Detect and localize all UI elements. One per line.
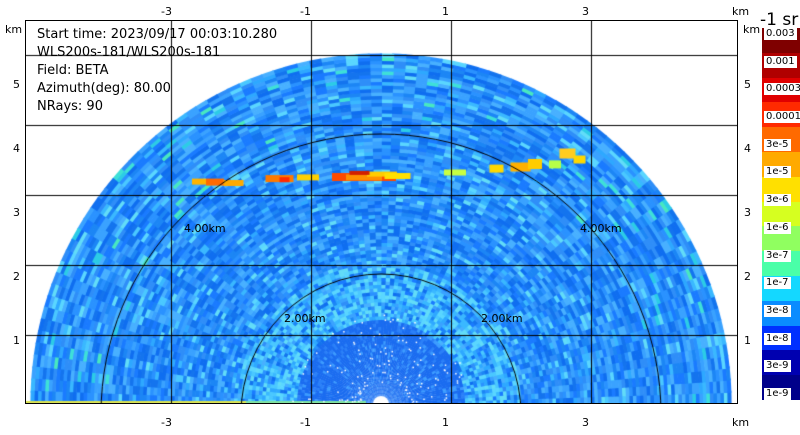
colorbar-label: 1e-5 bbox=[764, 166, 791, 179]
colorbar-label: 3e-9 bbox=[764, 360, 791, 373]
y-unit-right: km bbox=[743, 23, 761, 36]
colorbar-label: 1e-9 bbox=[764, 388, 791, 400]
x-unit-top: km bbox=[732, 5, 750, 18]
x-unit-bottom: km bbox=[732, 416, 750, 429]
rhi-plot-area bbox=[25, 20, 738, 404]
x-tick-bottom-2: -1 bbox=[300, 416, 311, 429]
colorbar-label: 1e-6 bbox=[764, 221, 791, 234]
colorbar: 0.003 0.001 0.0003 0.0001 3e-5 1e-5 3e-6 1e-6 3e… bbox=[762, 28, 800, 400]
x-tick-bottom-1: -3 bbox=[161, 416, 172, 429]
x-tick-top-1: -3 bbox=[161, 5, 172, 18]
start-time-text: Start time: 2023/09/17 00:03:10.280 bbox=[37, 27, 278, 42]
colorbar-label: 0.0001 bbox=[764, 111, 800, 124]
field-text: Field: BETA bbox=[37, 63, 109, 78]
y-tick-right-3: 3 bbox=[744, 206, 751, 219]
y-tick-left-1: 1 bbox=[13, 334, 20, 347]
y-tick-right-1: 1 bbox=[744, 334, 751, 347]
range-ring-label-inner-right: 2.00km bbox=[481, 312, 523, 325]
range-ring-label-outer-left: 4.00km bbox=[184, 222, 226, 235]
instrument-text: WLS200s-181/WLS200s-181 bbox=[37, 45, 221, 60]
nrays-text: NRays: 90 bbox=[37, 99, 103, 114]
azimuth-text: Azimuth(deg): 80.00 bbox=[37, 81, 171, 96]
colorbar-label: 0.0003 bbox=[764, 83, 800, 96]
radar-scan-canvas bbox=[26, 21, 737, 403]
y-tick-left-4: 4 bbox=[13, 142, 20, 155]
colorbar-label: 3e-8 bbox=[764, 304, 791, 317]
x-tick-bottom-3: 1 bbox=[442, 416, 449, 429]
y-tick-right-2: 2 bbox=[744, 270, 751, 283]
y-tick-right-5: 5 bbox=[744, 78, 751, 91]
x-tick-bottom-4: 3 bbox=[582, 416, 589, 429]
y-tick-left-2: 2 bbox=[13, 270, 20, 283]
y-unit-left: km bbox=[5, 23, 23, 36]
range-ring-label-inner-left: 2.00km bbox=[284, 312, 326, 325]
colorbar-label: 0.003 bbox=[764, 28, 797, 40]
y-tick-left-5: 5 bbox=[13, 78, 20, 91]
colorbar-unit-title: -1 sr bbox=[760, 10, 799, 30]
y-tick-right-4: 4 bbox=[744, 142, 751, 155]
colorbar-label: 3e-5 bbox=[764, 138, 791, 151]
range-ring-label-outer-right: 4.00km bbox=[580, 222, 622, 235]
x-tick-top-4: 3 bbox=[582, 5, 589, 18]
scan-info-panel: Start time: 2023/09/17 00:03:10.280 WLS2… bbox=[37, 26, 277, 116]
colorbar-label: 1e-8 bbox=[764, 332, 791, 345]
x-tick-top-3: 1 bbox=[442, 5, 449, 18]
colorbar-label: 1e-7 bbox=[764, 277, 791, 290]
colorbar-label: 3e-7 bbox=[764, 249, 791, 262]
y-tick-left-3: 3 bbox=[13, 206, 20, 219]
x-tick-top-2: -1 bbox=[300, 5, 311, 18]
colorbar-label: 3e-6 bbox=[764, 194, 791, 207]
colorbar-label: 0.001 bbox=[764, 55, 797, 68]
